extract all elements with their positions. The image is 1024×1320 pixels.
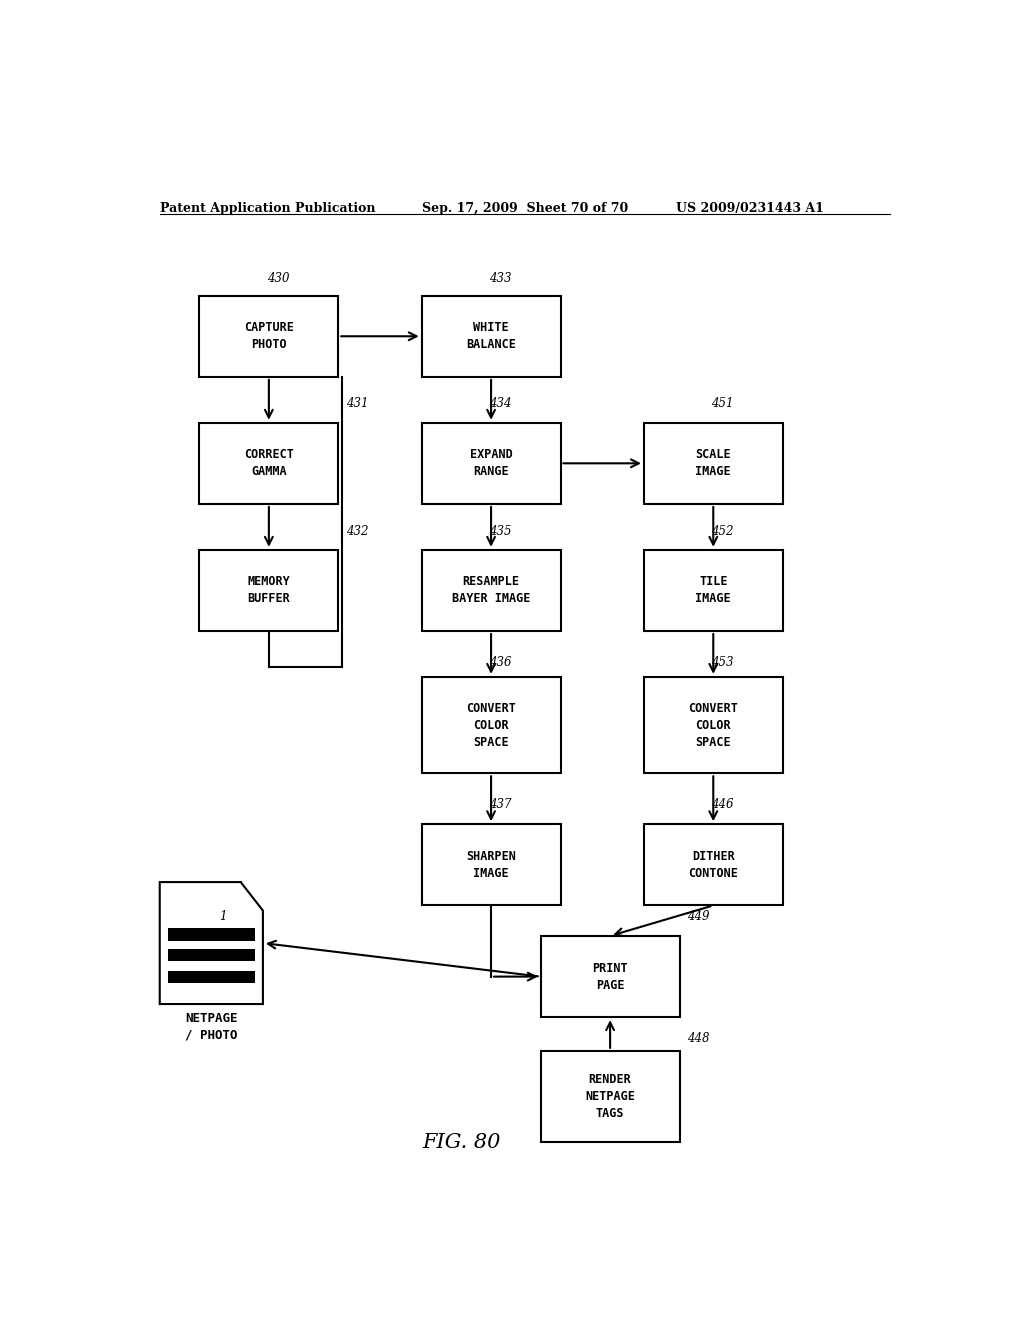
Text: CONVERT
COLOR
SPACE: CONVERT COLOR SPACE xyxy=(688,701,738,748)
Text: 433: 433 xyxy=(489,272,512,285)
Bar xyxy=(168,972,255,983)
Text: 431: 431 xyxy=(346,397,369,411)
Text: 451: 451 xyxy=(712,397,734,411)
Bar xyxy=(168,949,255,961)
Bar xyxy=(422,824,560,906)
Bar xyxy=(422,296,560,378)
Text: PRINT
PAGE: PRINT PAGE xyxy=(592,961,628,991)
Bar xyxy=(200,549,338,631)
Text: 448: 448 xyxy=(687,1032,710,1044)
Text: EXPAND
RANGE: EXPAND RANGE xyxy=(470,449,512,478)
Text: NETPAGE
/ PHOTO: NETPAGE / PHOTO xyxy=(185,1012,238,1041)
Bar xyxy=(200,422,338,504)
Text: 1: 1 xyxy=(219,909,226,923)
Text: SCALE
IMAGE: SCALE IMAGE xyxy=(695,449,731,478)
Bar xyxy=(644,549,782,631)
Bar xyxy=(422,549,560,631)
Text: WHITE
BALANCE: WHITE BALANCE xyxy=(466,321,516,351)
Text: 446: 446 xyxy=(712,797,734,810)
Bar xyxy=(644,824,782,906)
Bar xyxy=(541,1051,680,1142)
Bar xyxy=(422,677,560,774)
Bar xyxy=(644,422,782,504)
Text: RESAMPLE
BAYER IMAGE: RESAMPLE BAYER IMAGE xyxy=(452,576,530,606)
Text: 437: 437 xyxy=(489,797,512,810)
Text: TILE
IMAGE: TILE IMAGE xyxy=(695,576,731,606)
Text: 435: 435 xyxy=(489,524,512,537)
Text: MEMORY
BUFFER: MEMORY BUFFER xyxy=(248,576,290,606)
Text: CONVERT
COLOR
SPACE: CONVERT COLOR SPACE xyxy=(466,701,516,748)
Text: 452: 452 xyxy=(712,524,734,537)
Text: 434: 434 xyxy=(489,397,512,411)
Text: RENDER
NETPAGE
TAGS: RENDER NETPAGE TAGS xyxy=(585,1073,635,1121)
Text: 432: 432 xyxy=(346,524,369,537)
Text: 430: 430 xyxy=(267,272,290,285)
Text: SHARPEN
IMAGE: SHARPEN IMAGE xyxy=(466,850,516,880)
Bar xyxy=(541,936,680,1018)
Text: 453: 453 xyxy=(712,656,734,669)
Text: CORRECT
GAMMA: CORRECT GAMMA xyxy=(244,449,294,478)
Bar xyxy=(200,296,338,378)
Text: US 2009/0231443 A1: US 2009/0231443 A1 xyxy=(676,202,823,215)
Text: 436: 436 xyxy=(489,656,512,669)
Text: FIG. 80: FIG. 80 xyxy=(422,1134,501,1152)
Text: DITHER
CONTONE: DITHER CONTONE xyxy=(688,850,738,880)
Text: CAPTURE
PHOTO: CAPTURE PHOTO xyxy=(244,321,294,351)
Bar xyxy=(644,677,782,774)
Polygon shape xyxy=(160,882,263,1005)
Bar xyxy=(422,422,560,504)
Text: Patent Application Publication: Patent Application Publication xyxy=(160,202,375,215)
Bar xyxy=(168,928,255,941)
Text: 449: 449 xyxy=(687,909,710,923)
Text: Sep. 17, 2009  Sheet 70 of 70: Sep. 17, 2009 Sheet 70 of 70 xyxy=(422,202,628,215)
